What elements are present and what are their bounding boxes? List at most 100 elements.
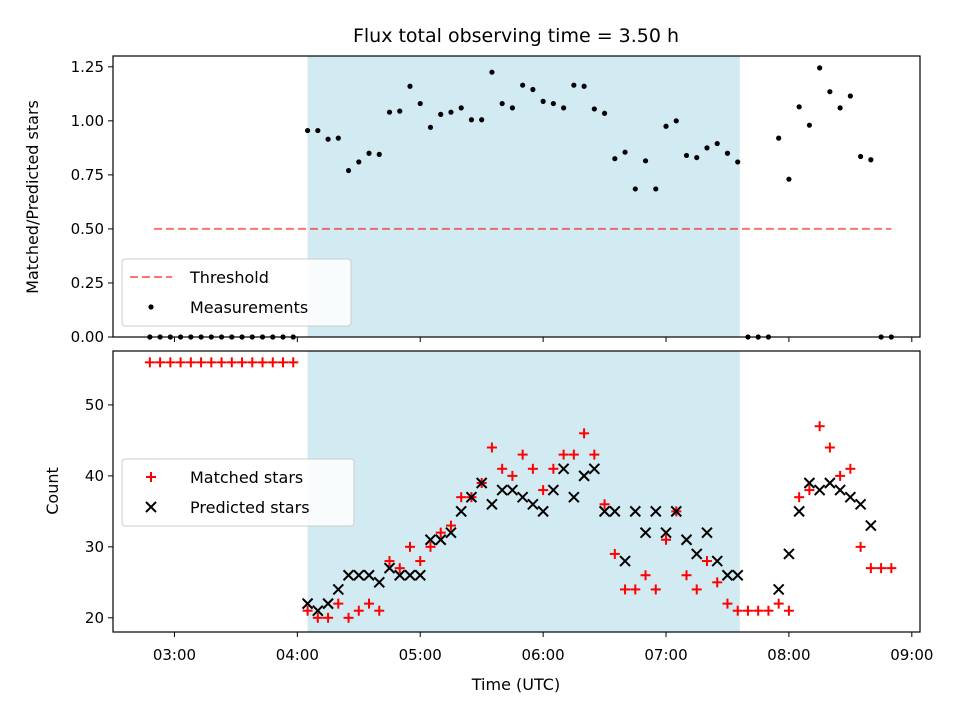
measurement-point [499, 100, 505, 107]
measurement-point [581, 83, 587, 89]
x-stroke-b [588, 463, 601, 475]
measurement-point [847, 93, 853, 99]
measurement-point [417, 100, 423, 107]
matched-star-point [814, 421, 825, 432]
matched-star-point [343, 612, 354, 623]
matched-star-point [855, 541, 866, 552]
x-stroke-b [301, 597, 314, 610]
matched-star-point [661, 534, 672, 545]
matched-star-point [278, 357, 289, 368]
predicted-star-point [404, 569, 416, 581]
measurement-point [868, 157, 874, 163]
matched-star-point [701, 556, 712, 567]
legend-measurements-swatch [148, 304, 154, 310]
measurement-point [776, 135, 782, 141]
predicted-star-point [506, 484, 519, 496]
measurement-point [591, 106, 597, 112]
measurement-point [520, 82, 526, 88]
predicted-star-point [445, 526, 457, 539]
x-stroke-b [691, 548, 703, 560]
predicted-star-point [342, 569, 355, 581]
measurement-point [540, 98, 546, 104]
measurement-point [827, 89, 833, 95]
matched-star-point [425, 541, 436, 552]
x-stroke-b [404, 569, 416, 581]
measurement-point [786, 176, 792, 182]
x-stroke-b [813, 484, 826, 496]
matched-star-point [333, 598, 344, 609]
predicted-star-point [547, 484, 560, 496]
matched-star-point [456, 492, 467, 503]
x-stroke-b [455, 505, 467, 518]
predicted-star-point [803, 477, 816, 489]
matched-star-point [589, 449, 600, 460]
matched-star-point [144, 357, 155, 368]
top-panel: 0.00 0.25 0.50 0.75 1.00 1.25 Matched/Predict… [23, 55, 921, 346]
measurement-point [489, 69, 495, 75]
predicted-star-point [793, 505, 805, 518]
x-stroke-b [424, 534, 437, 546]
measurement-point [561, 105, 567, 111]
matched-star-point [155, 357, 166, 368]
top-data-layer [147, 65, 894, 340]
measurement-point [427, 124, 434, 130]
measurement-point [663, 123, 669, 129]
predicted-star-point [844, 491, 857, 503]
predicted-star-point [312, 605, 324, 617]
x-stroke-b [598, 505, 611, 518]
predicted-star-point [465, 491, 478, 503]
matched-star-point [599, 499, 610, 510]
matched-star-point [323, 612, 334, 623]
matched-star-point [773, 598, 784, 609]
x-stroke-b [639, 526, 652, 539]
x-stroke-b [854, 498, 867, 510]
x-axis-title: Time (UTC) [471, 675, 560, 694]
matched-star-point [794, 492, 805, 503]
legend-threshold-label: Threshold [189, 268, 269, 287]
x-stroke-b [609, 505, 621, 518]
x-tick-label: 03:00 [153, 646, 196, 664]
matched-star-point [886, 563, 897, 574]
measurement-point [858, 153, 864, 160]
x-tick-label: 06:00 [522, 646, 565, 664]
top-y-tick-label: 1.00 [71, 112, 104, 130]
measurement-point [653, 186, 659, 192]
matched-star-point [732, 605, 743, 616]
predicted-star-point [721, 569, 734, 581]
measurement-point [366, 150, 372, 156]
top-y-tick-label: 0.25 [71, 274, 104, 292]
matched-star-point [394, 563, 405, 574]
matched-star-point [165, 357, 176, 368]
bottom-x-axis: 03:00 04:00 05:00 06:00 07:00 08:00 09:00 [153, 632, 933, 664]
bottom-y-tick-label: 40 [85, 467, 104, 485]
measurement-point [622, 149, 628, 155]
measurement-point [315, 127, 321, 134]
matched-star-point [364, 598, 375, 609]
matched-star-point [630, 584, 641, 595]
matched-star-point [216, 357, 227, 368]
matched-star-point [681, 570, 692, 581]
matched-star-point [620, 584, 631, 595]
predicted-star-point [322, 597, 334, 610]
bottom-y-tick-label: 20 [85, 609, 104, 627]
measurement-point [694, 154, 700, 161]
legend-predicted-swatch [145, 501, 157, 513]
measurement-point [796, 104, 802, 110]
predicted-star-point [394, 569, 406, 581]
predicted-star-point [568, 491, 580, 503]
top-y-tick-label: 1.25 [71, 58, 104, 76]
x-stroke-b [445, 526, 457, 539]
x-stroke-b [803, 477, 816, 489]
x-tick-label: 08:00 [767, 646, 810, 664]
predicted-star-point [824, 477, 836, 489]
predicted-star-point [578, 470, 590, 482]
x-tick-label: 04:00 [276, 646, 319, 664]
predicted-star-point [680, 534, 693, 546]
matched-star-point [175, 357, 186, 368]
matched-star-point [185, 357, 196, 368]
x-stroke-b [383, 562, 396, 574]
matched-star-point [568, 449, 579, 460]
x-stroke-b [578, 470, 590, 482]
bottom-plot-frame [112, 350, 921, 633]
